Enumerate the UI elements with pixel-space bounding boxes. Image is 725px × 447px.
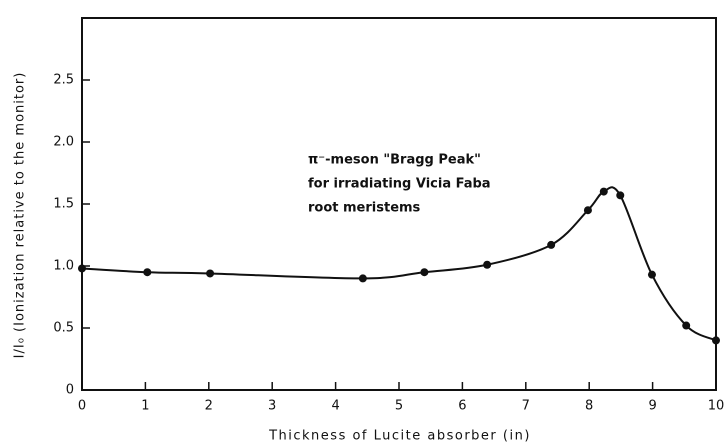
y-tick-label: 2.0 — [53, 135, 74, 150]
point — [599, 187, 608, 196]
x-tick-label: 1 — [141, 399, 149, 414]
point — [547, 240, 556, 249]
point — [583, 206, 592, 215]
point — [420, 268, 429, 277]
point — [616, 191, 625, 200]
x-tick-label: 2 — [205, 399, 213, 414]
x-tick-label: 4 — [331, 399, 339, 414]
annotation: π⁻-meson "Bragg Peak" — [308, 153, 481, 168]
y-tick-label: 1.5 — [53, 197, 74, 212]
x-tick-label: 6 — [458, 399, 466, 414]
x-tick-label: 7 — [522, 399, 530, 414]
y-tick-label: 0.5 — [53, 321, 74, 336]
point — [358, 274, 367, 283]
point — [206, 269, 215, 278]
x-tick-label: 5 — [395, 399, 403, 414]
x-axis-label: Thickness of Lucite absorber (in) — [268, 429, 531, 444]
point — [78, 264, 86, 273]
x-tick-label: 3 — [268, 399, 276, 414]
y-tick-label: 0 — [66, 383, 74, 398]
x-tick-label: 10 — [708, 399, 725, 414]
point — [682, 321, 691, 330]
y-axis-label: I/I₀ (Ionization relative to the monitor… — [13, 72, 28, 359]
point — [143, 268, 152, 277]
x-tick-label: 9 — [648, 399, 656, 414]
point — [483, 260, 492, 269]
y-tick-label: 1.0 — [53, 259, 74, 274]
annotation: root meristems — [308, 201, 421, 216]
point — [647, 270, 656, 279]
x-tick-label: 0 — [78, 399, 86, 414]
x-tick-label: 8 — [585, 399, 593, 414]
annotation: for irradiating Vicia Faba — [308, 177, 491, 192]
y-tick-label: 2.5 — [53, 73, 74, 88]
point — [712, 336, 720, 345]
